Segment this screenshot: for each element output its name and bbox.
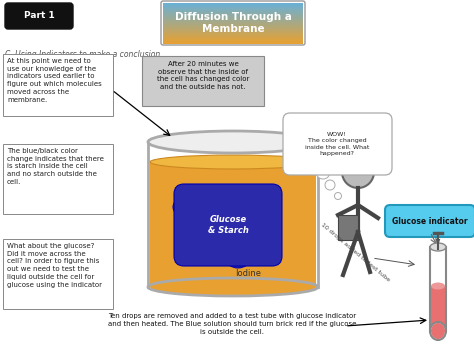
- Bar: [163, 16, 303, 17]
- Bar: [163, 39, 303, 41]
- FancyBboxPatch shape: [3, 239, 113, 309]
- Circle shape: [325, 180, 335, 190]
- Bar: [150, 162, 316, 287]
- Ellipse shape: [430, 322, 446, 340]
- Bar: [163, 13, 303, 15]
- Bar: [163, 41, 303, 42]
- Bar: [163, 15, 303, 16]
- Bar: [163, 12, 303, 13]
- Ellipse shape: [226, 250, 250, 268]
- FancyBboxPatch shape: [3, 54, 113, 116]
- Circle shape: [316, 165, 330, 179]
- Bar: [163, 22, 303, 24]
- Bar: [430, 247, 446, 333]
- Bar: [163, 5, 303, 7]
- Bar: [163, 11, 303, 12]
- Ellipse shape: [252, 199, 280, 219]
- Text: 10 drops added to test tube: 10 drops added to test tube: [319, 222, 390, 282]
- Bar: [338, 215, 358, 240]
- Bar: [163, 10, 303, 12]
- Bar: [163, 4, 303, 5]
- Ellipse shape: [176, 241, 204, 261]
- Bar: [163, 7, 303, 8]
- Bar: [163, 38, 303, 40]
- Bar: [163, 24, 303, 25]
- Ellipse shape: [173, 196, 203, 218]
- Text: C. Using Indicators to make a conclusion: C. Using Indicators to make a conclusion: [5, 50, 160, 59]
- Bar: [163, 6, 303, 8]
- Bar: [163, 28, 303, 29]
- Ellipse shape: [430, 243, 446, 251]
- Text: Iodine: Iodine: [235, 269, 261, 277]
- Text: The blue/black color
change indicates that there
is starch inside the cell
and n: The blue/black color change indicates th…: [7, 148, 104, 185]
- Text: At this point we need to
use our knowledge of the
indicators used earlier to
fig: At this point we need to use our knowled…: [7, 58, 102, 103]
- Bar: [163, 40, 303, 41]
- Bar: [163, 20, 303, 21]
- Circle shape: [335, 192, 341, 200]
- Bar: [163, 3, 303, 4]
- Ellipse shape: [431, 282, 445, 290]
- Bar: [163, 23, 303, 24]
- Bar: [163, 21, 303, 23]
- Ellipse shape: [150, 155, 316, 169]
- FancyBboxPatch shape: [3, 144, 113, 214]
- Text: After 20 minutes we
observe that the inside of
the cell has changed color
and th: After 20 minutes we observe that the ins…: [157, 61, 249, 90]
- FancyArrow shape: [436, 233, 440, 246]
- Text: Diffusion Through a
Membrane: Diffusion Through a Membrane: [174, 12, 292, 34]
- Bar: [163, 29, 303, 30]
- FancyBboxPatch shape: [283, 113, 392, 175]
- Bar: [163, 42, 303, 44]
- FancyBboxPatch shape: [385, 205, 474, 237]
- Bar: [163, 32, 303, 33]
- Bar: [163, 19, 303, 20]
- Bar: [163, 30, 303, 32]
- Circle shape: [342, 156, 374, 188]
- Text: Glucose indicator: Glucose indicator: [392, 216, 468, 225]
- FancyBboxPatch shape: [142, 56, 264, 106]
- Bar: [163, 37, 303, 38]
- Ellipse shape: [150, 278, 316, 296]
- Bar: [163, 17, 303, 19]
- Bar: [163, 18, 303, 20]
- Bar: [163, 35, 303, 37]
- Bar: [163, 25, 303, 26]
- Text: Part 1: Part 1: [24, 12, 55, 20]
- Text: What about the glucose?
Did it move across the
cell? In order to figure this
out: What about the glucose? Did it move acro…: [7, 243, 102, 288]
- Bar: [163, 33, 303, 34]
- Ellipse shape: [148, 131, 318, 153]
- Text: WOW!
The color changed
inside the cell. What
happened?: WOW! The color changed inside the cell. …: [305, 132, 369, 156]
- Bar: [163, 8, 303, 9]
- FancyBboxPatch shape: [5, 3, 73, 29]
- Text: Glucose
& Starch: Glucose & Starch: [208, 215, 248, 235]
- Bar: [163, 34, 303, 36]
- Bar: [163, 14, 303, 16]
- Bar: [163, 26, 303, 28]
- Ellipse shape: [431, 323, 445, 339]
- Bar: [431, 286, 445, 331]
- Bar: [163, 36, 303, 37]
- Text: Ten drops are removed and added to a test tube with glucose indicator
and then h: Ten drops are removed and added to a tes…: [108, 313, 356, 335]
- Bar: [163, 31, 303, 33]
- FancyBboxPatch shape: [174, 184, 282, 266]
- Bar: [163, 9, 303, 11]
- Bar: [163, 27, 303, 29]
